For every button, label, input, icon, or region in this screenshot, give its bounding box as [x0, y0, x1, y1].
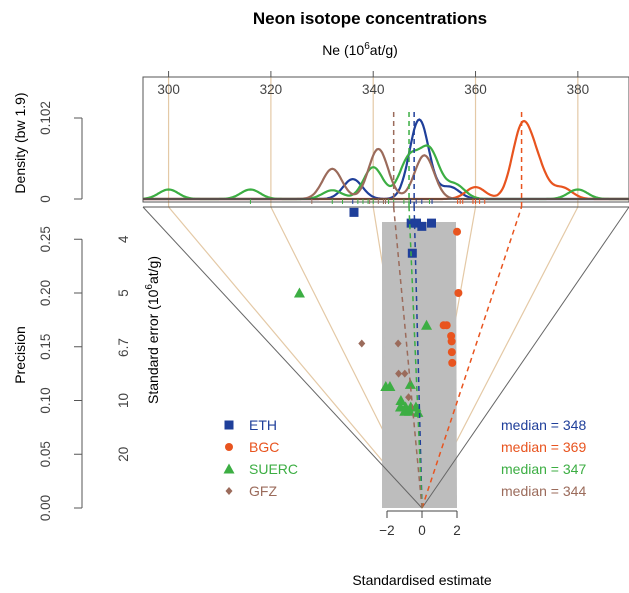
standard-error-tick-label: 20	[116, 447, 131, 462]
data-point-suerc	[384, 381, 396, 392]
data-point-eth	[427, 218, 437, 228]
data-point-gfz	[394, 339, 402, 348]
median-label: median = 369	[501, 439, 586, 455]
data-point-bgc	[454, 289, 463, 297]
precision-axis: 0.00 0.05 0.10 0.15 0.20 0.25	[38, 226, 83, 521]
standard-error-tick-label: 10	[116, 393, 131, 408]
legend-marker-gfz	[225, 487, 233, 495]
chart-title: Neon isotope concentrations	[253, 9, 487, 28]
data-points	[293, 207, 463, 417]
median-label: median = 344	[501, 483, 586, 499]
data-point-eth	[349, 207, 359, 217]
data-point-eth	[411, 218, 421, 228]
median-label: median = 348	[501, 417, 586, 433]
data-point-bgc	[447, 337, 456, 346]
median-labels: median = 348 median = 369 median = 347 medi…	[501, 417, 586, 499]
legend-label-eth: ETH	[249, 417, 277, 433]
standard-error-tick-label: 6.7	[116, 338, 131, 357]
standard-error-axis-label: Standard error (106at/g)	[144, 256, 161, 404]
precision-axis-tick-label: 0.00	[38, 495, 53, 521]
precision-axis-label: Precision	[12, 326, 28, 384]
funnel-band-shape	[382, 222, 457, 508]
density-axis-tick-label: 0.102	[38, 101, 53, 135]
data-point-suerc	[412, 406, 424, 417]
data-point-gfz	[395, 369, 403, 378]
precision-axis-tick-label: 0.25	[38, 226, 53, 252]
density-curve-gfz	[143, 147, 629, 201]
legend-label-bgc: BGC	[249, 439, 279, 455]
density-curve-suerc	[142, 144, 629, 201]
density-axis-tick-label: 0	[38, 195, 53, 203]
data-point-eth	[407, 248, 417, 258]
density-axis-label: Density (bw 1.9)	[12, 92, 28, 193]
top-axis-tick-label: 300	[157, 82, 180, 97]
precision-axis-tick-label: 0.05	[38, 441, 53, 467]
precision-axis-tick-label: 0.20	[38, 280, 53, 306]
data-point-suerc	[421, 319, 433, 330]
data-point-bgc	[448, 358, 457, 367]
data-point-gfz	[401, 369, 409, 378]
legend-label-suerc: SUERC	[249, 461, 298, 477]
data-point-eth	[417, 221, 427, 231]
standardised-estimate-axis: −2 0 2	[379, 510, 461, 538]
median-label: median = 347	[501, 461, 586, 477]
funnel-right-edge	[421, 206, 629, 509]
median-lines	[392, 110, 523, 509]
x-axis-tick-label: 2	[453, 523, 461, 538]
density-curves	[142, 118, 629, 201]
data-point-bgc	[442, 321, 451, 330]
funnel-plot	[142, 206, 629, 509]
top-axis-tick-label: 320	[260, 82, 283, 97]
density-rug	[249, 199, 486, 204]
legend-marker-eth	[224, 420, 234, 430]
x-axis-tick-label: −2	[379, 523, 394, 538]
legend-label-gfz: GFZ	[249, 483, 277, 499]
legend: ETH BGC SUERC GFZ	[223, 417, 298, 499]
top-axis: 300 320 340 360 380	[157, 71, 589, 97]
top-axis-tick-label: 340	[362, 82, 385, 97]
x-axis-tick-label: 0	[418, 523, 426, 538]
data-point-suerc	[404, 378, 416, 389]
data-point-suerc	[395, 395, 407, 405]
density-panel: 300 320 340 360 380 0 0.102	[38, 71, 629, 204]
standard-error-axis: 4 5 6.7 10 20	[116, 235, 131, 462]
legend-marker-bgc	[225, 443, 233, 451]
data-point-bgc	[453, 227, 462, 236]
funnel-left-edge	[142, 206, 423, 509]
top-axis-label: Ne (106at/g)	[322, 41, 398, 58]
legend-marker-suerc	[223, 463, 235, 474]
standard-error-tick-label: 4	[116, 235, 131, 243]
standard-error-tick-label: 5	[116, 289, 131, 297]
data-point-gfz	[358, 339, 366, 348]
precision-axis-tick-label: 0.15	[38, 334, 53, 360]
reference-line	[168, 206, 423, 509]
data-point-gfz	[405, 393, 413, 402]
x-axis-label: Standardised estimate	[352, 572, 492, 588]
data-point-eth	[406, 218, 416, 228]
data-point-suerc	[293, 287, 305, 298]
precision-axis-tick-label: 0.10	[38, 387, 53, 413]
top-axis-tick-label: 360	[464, 82, 487, 97]
density-axis: 0 0.102	[38, 101, 83, 203]
top-axis-tick-label: 380	[567, 82, 590, 97]
data-point-bgc	[447, 348, 456, 357]
median-line	[421, 206, 523, 509]
